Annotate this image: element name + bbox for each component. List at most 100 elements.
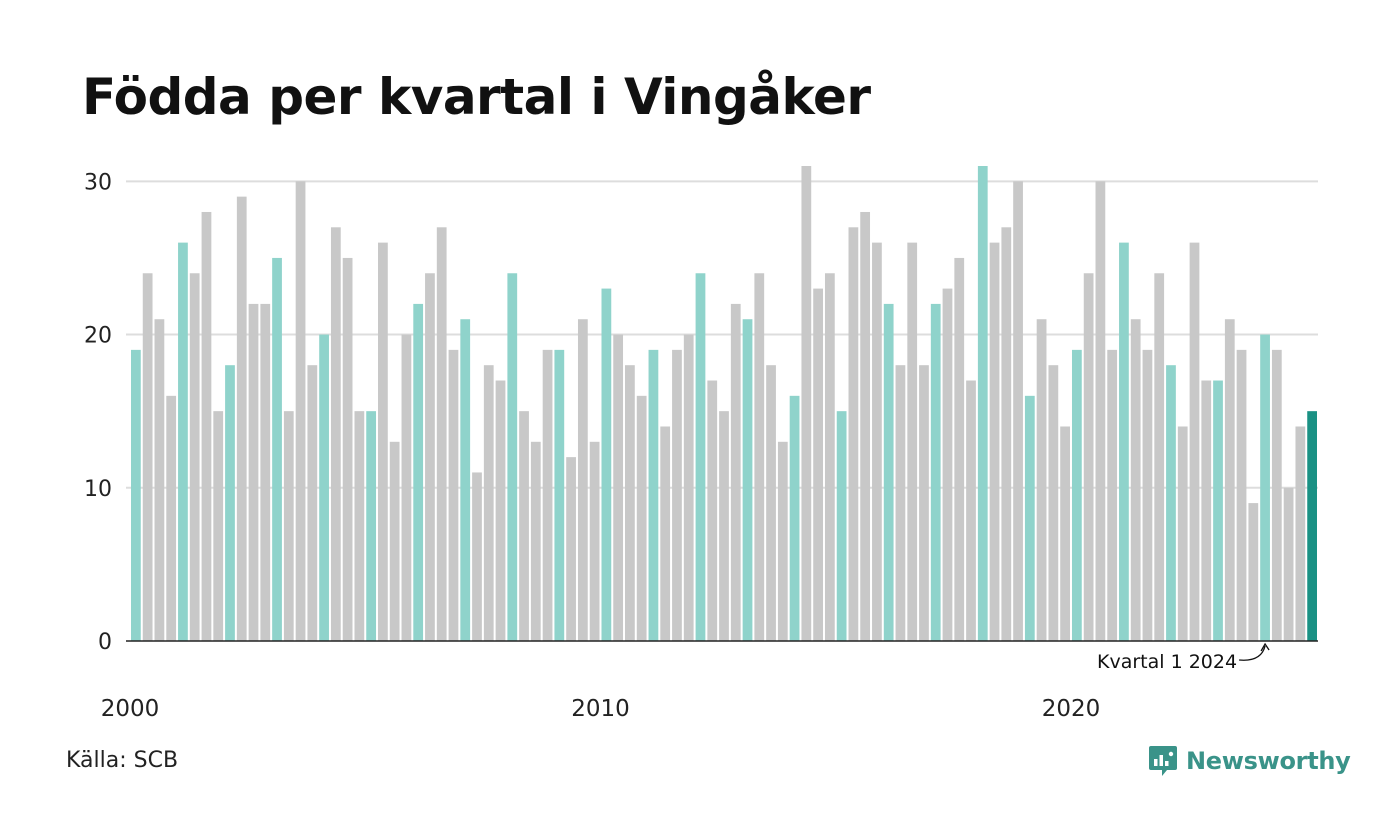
- bar: [1295, 426, 1306, 641]
- x-tick-label: 2020: [1042, 696, 1101, 722]
- bar: [154, 319, 165, 641]
- bar: [495, 380, 506, 641]
- bar: [1177, 426, 1188, 641]
- bar: [1260, 334, 1270, 641]
- bar: [1013, 181, 1023, 642]
- bar: [178, 242, 188, 641]
- bar: [530, 441, 541, 641]
- bars: [131, 166, 1317, 642]
- bar: [1236, 349, 1247, 641]
- x-tick-label: 2000: [101, 696, 160, 722]
- bar: [1271, 349, 1282, 641]
- bar: [636, 395, 647, 641]
- bar: [425, 273, 435, 641]
- bar: [1036, 319, 1047, 641]
- bar: [1060, 426, 1070, 641]
- bar: [236, 196, 247, 642]
- bar: [448, 349, 459, 641]
- bar: [836, 411, 847, 641]
- bar: [683, 334, 694, 641]
- bar: [766, 365, 776, 641]
- bar: [742, 319, 753, 641]
- bar: [1307, 411, 1317, 641]
- bar: [1224, 319, 1235, 641]
- newsworthy-icon: [1149, 746, 1177, 776]
- bar: [660, 426, 671, 641]
- bar: [389, 441, 400, 641]
- bar: [589, 441, 600, 641]
- bar: [1166, 365, 1176, 641]
- bar: [1119, 242, 1129, 641]
- bar: [625, 365, 635, 641]
- bar: [789, 395, 800, 641]
- bar: [1071, 349, 1082, 641]
- bar: [613, 334, 624, 641]
- bar: [966, 380, 976, 641]
- bar: [283, 411, 294, 641]
- y-tick-label: 30: [84, 170, 112, 195]
- bar: [1248, 503, 1259, 641]
- bar: [989, 242, 1000, 641]
- bar: [507, 273, 518, 641]
- bar: [824, 273, 835, 641]
- bar: [801, 166, 812, 641]
- bar: [577, 319, 588, 641]
- bar: [272, 257, 282, 641]
- bar: [330, 227, 341, 641]
- bar: [354, 411, 365, 641]
- bar: [554, 349, 565, 641]
- bar: [460, 319, 471, 641]
- bar: [1001, 227, 1012, 641]
- bar: [1154, 273, 1165, 641]
- bar-chart: 0 10 20 30 2000 2010 2020 Kvartal 1 2024: [84, 166, 1318, 722]
- x-tick-label: 2010: [571, 696, 630, 722]
- bar: [1107, 349, 1118, 641]
- chart-title: Födda per kvartal i Vingåker: [82, 68, 871, 126]
- bar: [813, 288, 823, 641]
- bar: [777, 441, 788, 641]
- bar: [142, 273, 153, 641]
- bar: [719, 411, 729, 641]
- bar: [919, 365, 929, 641]
- y-axis-ticks: 0 10 20 30: [84, 170, 112, 655]
- y-tick-label: 10: [84, 477, 112, 502]
- bar: [1083, 273, 1094, 641]
- x-axis-ticks: 2000 2010 2020: [101, 696, 1101, 722]
- bar: [930, 303, 941, 641]
- bar: [413, 303, 424, 641]
- bar: [942, 288, 953, 641]
- bar: [131, 349, 141, 641]
- bar: [319, 334, 329, 641]
- bar: [1189, 242, 1200, 641]
- annotation-arrow: [1239, 645, 1266, 661]
- bar: [707, 380, 718, 641]
- bar: [307, 365, 318, 641]
- bar: [436, 227, 447, 641]
- bar: [954, 257, 965, 641]
- bar: [672, 349, 682, 641]
- bar: [730, 303, 741, 641]
- bar: [1201, 380, 1212, 641]
- bar: [695, 273, 706, 641]
- bar: [166, 395, 177, 641]
- bar: [1142, 349, 1153, 641]
- bar: [201, 211, 212, 641]
- bar: [189, 273, 200, 641]
- bar: [1024, 395, 1035, 641]
- bar: [860, 211, 871, 641]
- bar: [648, 349, 659, 641]
- bar: [483, 365, 494, 641]
- y-tick-label: 20: [84, 324, 112, 349]
- annotation-arrowhead: [1260, 642, 1270, 652]
- bar: [907, 242, 918, 641]
- bar: [542, 349, 553, 641]
- bar: [248, 303, 259, 641]
- bar: [883, 303, 894, 641]
- bar: [754, 273, 765, 641]
- bar: [295, 181, 306, 642]
- source-label: Källa: SCB: [66, 748, 179, 773]
- bar: [260, 303, 271, 641]
- brand-logo: Newsworthy: [1148, 744, 1351, 778]
- y-tick-label: 0: [98, 630, 112, 655]
- bar: [872, 242, 882, 641]
